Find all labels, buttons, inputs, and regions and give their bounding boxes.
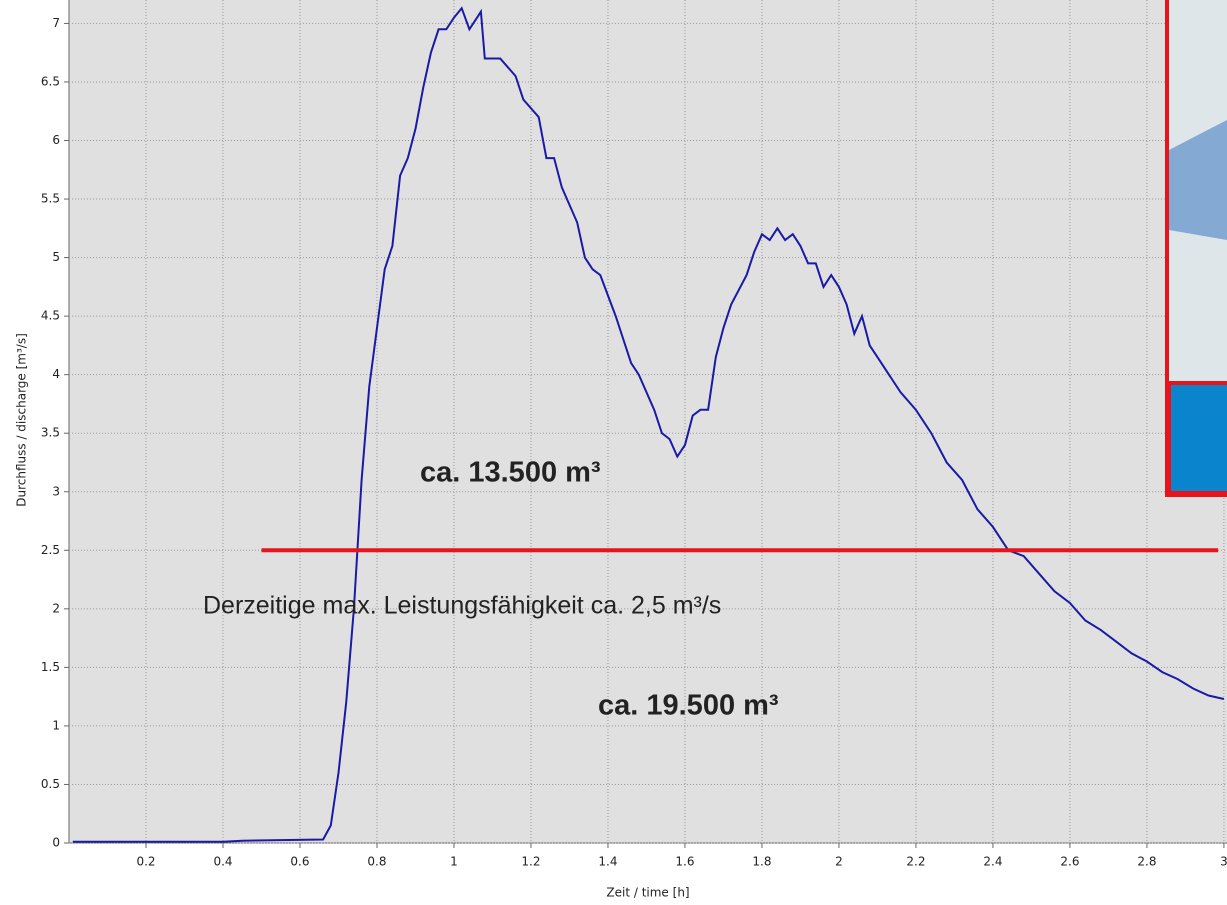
x-tick-label: 3: [1220, 855, 1227, 869]
x-tick-label: 0.4: [213, 855, 232, 869]
x-axis-label: Zeit / time [h]: [606, 886, 689, 900]
y-tick-label: 2.5: [41, 543, 60, 557]
x-tick-label: 1.6: [675, 855, 694, 869]
volume-annotation: ca. 13.500 m³: [420, 457, 601, 489]
x-tick-label: 1.8: [752, 855, 771, 869]
y-tick-label: 0.5: [41, 777, 60, 791]
y-tick-label: 6: [52, 133, 60, 147]
x-tick-label: 0.8: [367, 855, 386, 869]
y-tick-label: 5.5: [41, 192, 60, 206]
y-tick-label: 3: [52, 484, 60, 498]
y-tick-label: 3.5: [41, 426, 60, 440]
y-tick-label: 2: [52, 601, 60, 615]
x-tick-label: 1: [450, 855, 458, 869]
x-tick-label: 1.4: [598, 855, 617, 869]
y-tick-label: 7: [52, 16, 60, 30]
y-tick-label: 4.5: [41, 309, 60, 323]
y-tick-label: 0: [52, 836, 60, 850]
x-tick-label: 2.8: [1137, 855, 1156, 869]
y-tick-label: 1.5: [41, 660, 60, 674]
x-tick-label: 2: [835, 855, 843, 869]
y-tick-label: 5: [52, 250, 60, 264]
map-legend-box: [1169, 383, 1227, 493]
x-tick-label: 2.4: [983, 855, 1002, 869]
y-axis-label: Durchfluss / discharge [m³/s]: [15, 333, 29, 507]
x-tick-label: 2.2: [906, 855, 925, 869]
chart: Durchfluss / discharge [m³/s] Zeit / tim…: [0, 0, 1227, 905]
y-tick-label: 1: [52, 718, 60, 732]
x-tick-label: 0.2: [136, 855, 155, 869]
x-tick-label: 0.6: [290, 855, 309, 869]
x-tick-label: 2.6: [1060, 855, 1079, 869]
map-inset: [1167, 0, 1227, 495]
y-tick-label: 4: [52, 367, 60, 381]
threshold-label: Derzeitige max. Leistungsfähigkeit ca. 2…: [203, 592, 721, 620]
y-tick-label: 6.5: [41, 74, 60, 88]
volume-annotation: ca. 19.500 m³: [598, 690, 779, 722]
x-tick-label: 1.2: [521, 855, 540, 869]
